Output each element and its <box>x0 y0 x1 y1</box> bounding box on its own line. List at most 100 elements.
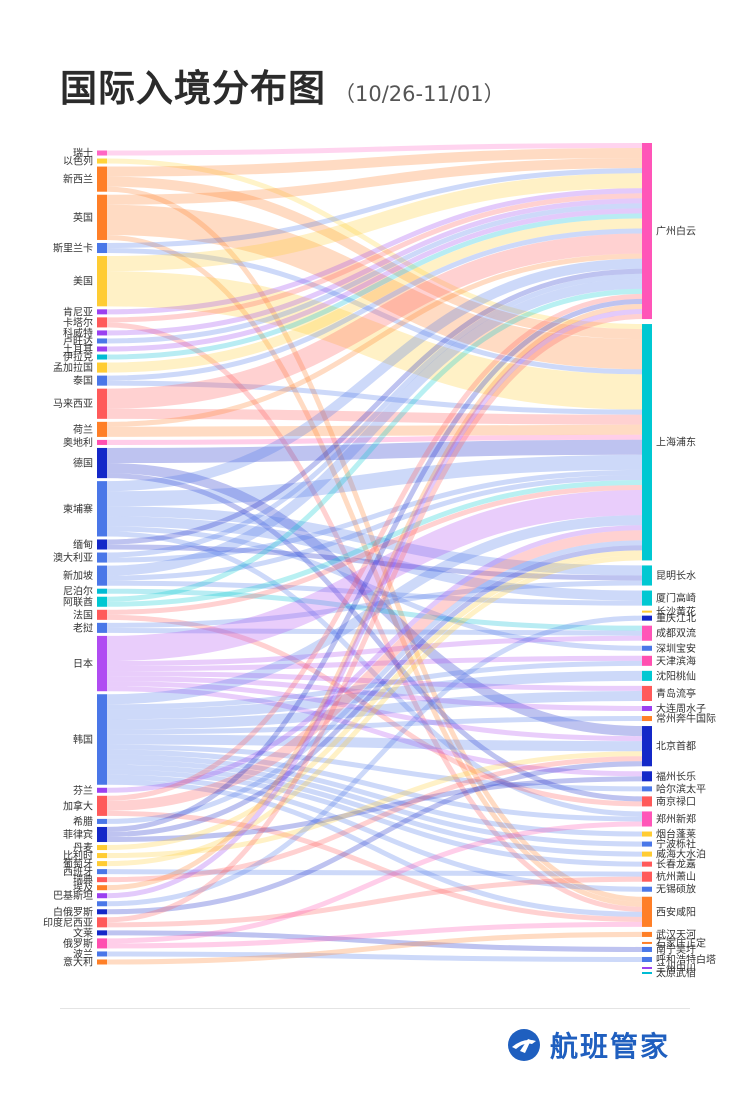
flow-link <box>106 253 643 427</box>
target-node-30 <box>642 972 652 974</box>
flow-link <box>106 540 643 824</box>
flow-link <box>106 424 643 437</box>
source-node-15 <box>97 421 107 437</box>
target-label-12: 常州奔牛国际 <box>656 712 716 725</box>
source-node-11 <box>97 354 107 360</box>
flow-link <box>106 810 643 922</box>
title-block: 国际入境分布图 （10/26-11/01） <box>60 58 505 112</box>
flow-link <box>106 188 643 315</box>
flow-link <box>106 671 643 691</box>
target-node-21 <box>642 861 652 867</box>
flow-link <box>106 203 643 344</box>
source-node-28 <box>97 787 107 793</box>
source-node-45 <box>97 959 107 965</box>
target-node-24 <box>642 896 652 927</box>
flow-link <box>106 660 643 710</box>
flow-link <box>106 439 643 464</box>
source-node-32 <box>97 845 107 851</box>
flow-link <box>106 454 643 507</box>
target-label-20: 威海大水泊 <box>656 848 706 861</box>
target-label-9: 沈阳桃仙 <box>656 669 696 682</box>
source-node-6 <box>97 309 107 315</box>
flow-link <box>106 208 643 352</box>
flow-link <box>106 774 643 892</box>
source-label-24: 法国 <box>73 608 93 621</box>
flow-link <box>106 876 643 928</box>
target-node-7 <box>642 645 652 651</box>
source-label-6: 肯尼亚 <box>63 305 93 318</box>
source-label-41: 印度尼西亚 <box>43 916 93 929</box>
source-node-26 <box>97 635 107 692</box>
target-node-15 <box>642 786 652 792</box>
source-label-17: 德国 <box>73 457 93 470</box>
source-node-31 <box>97 826 107 843</box>
source-label-15: 荷兰 <box>73 423 93 436</box>
flow-link <box>106 273 643 558</box>
flow-link <box>106 233 643 409</box>
flow-link <box>106 258 643 492</box>
source-label-5: 美国 <box>73 275 93 288</box>
source-node-41 <box>97 917 107 928</box>
source-node-37 <box>97 885 107 891</box>
target-node-29 <box>642 967 652 969</box>
source-label-22: 尼泊尔 <box>63 585 93 598</box>
source-node-2 <box>97 166 107 192</box>
source-label-19: 缅甸 <box>73 538 93 551</box>
flow-link <box>106 588 643 631</box>
target-node-3 <box>642 590 652 606</box>
flow-link <box>106 525 643 793</box>
target-label-29: 兰州中川 <box>656 962 696 975</box>
target-node-20 <box>642 851 652 857</box>
target-label-26: 石家庄正定 <box>656 936 706 949</box>
flow-link <box>106 681 643 742</box>
flow-link <box>106 298 643 832</box>
target-node-13 <box>642 726 652 767</box>
target-node-6 <box>642 625 652 641</box>
source-label-14: 马来西亚 <box>53 398 93 410</box>
flow-link <box>106 293 643 801</box>
target-label-22: 杭州萧山 <box>656 870 696 883</box>
flow-link <box>106 303 643 891</box>
source-label-8: 科威特 <box>63 326 93 339</box>
brand-logo: 航班管家 <box>506 1022 670 1068</box>
source-node-40 <box>97 909 107 915</box>
target-label-8: 天津滨海 <box>656 654 696 667</box>
flow-link <box>106 484 643 615</box>
flow-link <box>106 158 643 205</box>
target-node-22 <box>642 871 652 882</box>
source-nodes: 瑞士以色列新西兰英国斯里兰卡美国肯尼亚卡塔尔科威特卢旺达土耳其伊拉克孟加拉国泰国… <box>43 147 107 968</box>
flow-link <box>106 434 643 445</box>
target-label-10: 青岛流亭 <box>656 687 696 700</box>
source-node-9 <box>97 338 107 344</box>
source-label-25: 老挝 <box>73 621 93 634</box>
flow-link <box>106 380 643 415</box>
plane-globe-icon <box>508 1029 540 1061</box>
flow-link <box>106 779 643 917</box>
target-label-17: 郑州新郑 <box>656 812 696 825</box>
target-label-21: 长春龙嘉 <box>656 858 696 871</box>
flow-link <box>106 821 643 944</box>
target-label-28: 呼和浩特白塔 <box>656 953 716 966</box>
flow-link <box>106 186 643 902</box>
target-node-17 <box>642 811 652 827</box>
flow-link <box>106 531 643 817</box>
flow-link <box>106 761 643 915</box>
flow-link <box>106 278 643 576</box>
flow-link <box>106 143 643 156</box>
source-label-4: 斯里兰卡 <box>53 242 93 255</box>
flow-link <box>106 308 643 899</box>
source-label-42: 文莱 <box>73 926 93 939</box>
flow-link <box>106 734 643 752</box>
flow-link <box>106 490 643 662</box>
target-label-1: 上海浦东 <box>656 436 696 449</box>
flow-link <box>106 580 643 606</box>
flow-link <box>106 751 643 859</box>
flow-link <box>106 690 643 730</box>
source-label-30: 希腊 <box>73 815 93 828</box>
flow-link <box>106 193 643 323</box>
flow-link <box>106 676 643 712</box>
source-label-11: 伊拉克 <box>63 351 93 364</box>
flow-link <box>106 526 643 651</box>
target-node-18 <box>642 831 652 837</box>
target-node-19 <box>642 841 652 847</box>
